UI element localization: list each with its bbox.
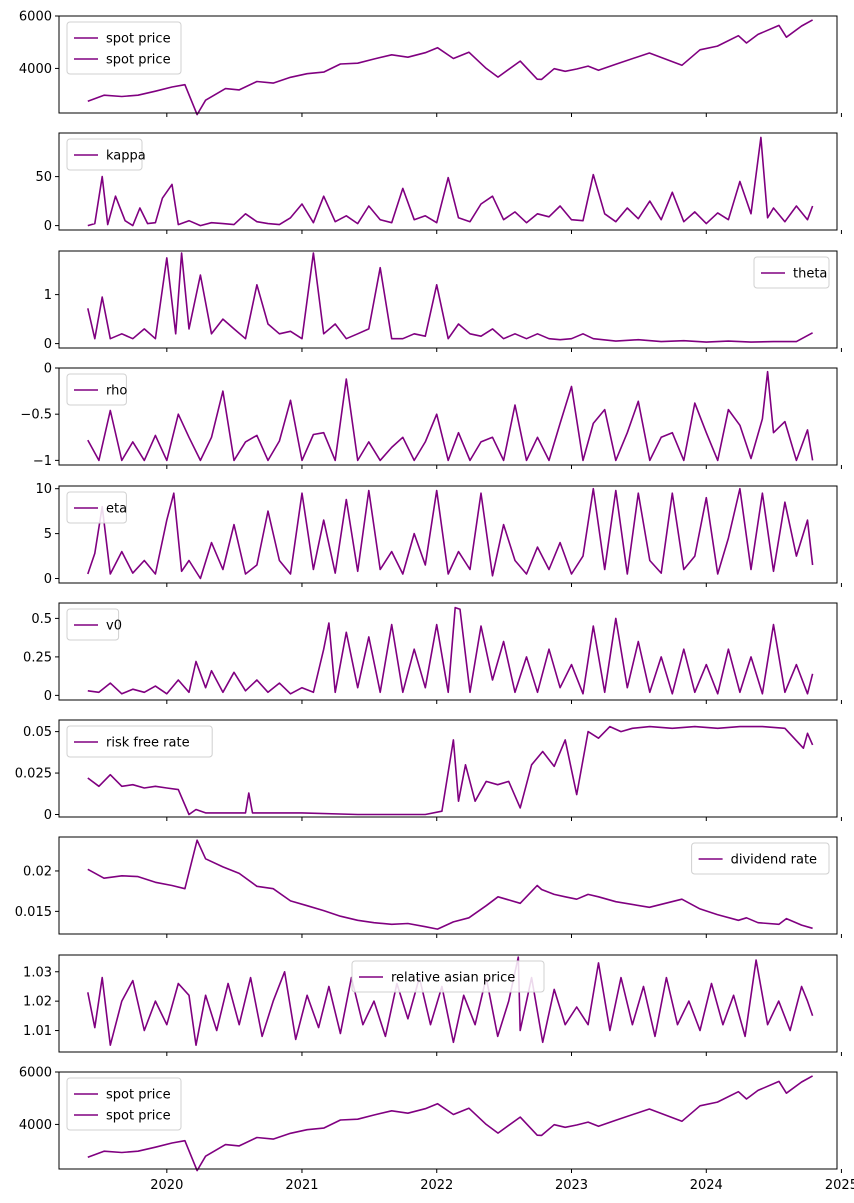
x-tick-label: 2024: [690, 1178, 723, 1193]
y-tick-label: 0: [44, 689, 52, 704]
series-line-theta: [87, 252, 813, 343]
panel-8: 0.015 0.02 dividend rate: [15, 836, 842, 938]
legend: eta: [66, 491, 127, 524]
legend-box: [691, 842, 830, 875]
y-tick-label: 0.025: [15, 767, 52, 782]
y-tick-label: 1.01: [23, 1024, 52, 1039]
y-tick-label: 0: [44, 337, 52, 352]
panel-5: 0 5 10 eta: [35, 482, 842, 587]
legend-box: [66, 725, 213, 758]
series-line-spot-price: [87, 19, 813, 116]
x-tick-label: 2022: [420, 1178, 453, 1193]
y-tick-label: 4000: [19, 62, 52, 77]
legend-label: spot price: [106, 53, 171, 68]
series-line-eta: [87, 487, 814, 580]
panel-4: −1 −0.5 0 rho: [20, 362, 842, 469]
series-line-dividend-rate: [87, 839, 813, 930]
legend: dividend rate: [691, 842, 830, 875]
y-tick-label: 0: [44, 808, 52, 823]
legend-label: rho: [106, 384, 127, 399]
legend-box: [351, 960, 545, 993]
y-tick-label: 50: [35, 170, 52, 185]
axes-frame: [58, 367, 838, 466]
panel-6: 0 0.25 0.5 v0: [23, 602, 842, 704]
y-tick-label: 1: [44, 288, 52, 303]
y-tick-label: 6000: [19, 10, 52, 25]
y-tick-label: −1: [33, 454, 52, 469]
series-line-relative-asian-price: [87, 956, 814, 1046]
axes-frame: [58, 132, 838, 231]
axes-frame: [58, 15, 838, 114]
legend-label: dividend rate: [731, 853, 817, 868]
legend: theta: [753, 256, 830, 289]
y-tick-label: 1.03: [23, 965, 52, 980]
y-tick-label: 6000: [19, 1066, 52, 1081]
axes-frame: [58, 485, 838, 584]
y-tick-label: 0: [44, 572, 52, 587]
legend-label: risk free rate: [106, 736, 190, 751]
series-line-risk-free-rate: [87, 725, 814, 816]
legend: spot price spot price: [66, 1077, 182, 1131]
x-tick-label: 2025: [825, 1178, 854, 1193]
legend-label: eta: [106, 502, 127, 517]
y-tick-label: 0.5: [31, 612, 52, 627]
y-tick-label: 4000: [19, 1118, 52, 1133]
y-tick-label: 0.02: [23, 864, 52, 879]
panel-9: 1.01 1.02 1.03 relative asian price: [23, 954, 842, 1056]
axes-frame: [58, 1071, 838, 1170]
legend: kappa: [66, 138, 146, 171]
axes-frame: [58, 602, 838, 701]
series-line-v0: [87, 606, 814, 695]
legend-box: [753, 256, 830, 289]
panel-1: 4000 6000 spot price spot price: [19, 10, 842, 117]
y-tick-label: 0.015: [15, 905, 52, 920]
series-line-rho: [87, 370, 814, 462]
legend-box: [66, 1077, 182, 1131]
panel-7: 0 0.025 0.05 risk free rate: [15, 719, 842, 823]
legend: v0: [66, 608, 122, 641]
y-tick-label: 0.25: [23, 650, 52, 665]
legend-box: [66, 21, 182, 75]
legend-label: relative asian price: [391, 971, 515, 986]
x-tick-label: 2020: [150, 1178, 183, 1193]
x-tick-label: 2023: [555, 1178, 588, 1193]
legend: rho: [66, 373, 127, 406]
x-tick-label: 2021: [285, 1178, 318, 1193]
legend: risk free rate: [66, 725, 213, 758]
legend-box: [66, 138, 143, 171]
axes-frame: [58, 250, 838, 349]
legend-label: spot price: [106, 1088, 171, 1103]
legend-label: v0: [106, 619, 122, 634]
y-tick-label: 1.02: [23, 995, 52, 1010]
panel-3: 0 1 theta: [44, 250, 842, 352]
y-tick-label: 0: [44, 362, 52, 377]
axes-frame: [58, 836, 838, 935]
legend: relative asian price: [351, 960, 545, 993]
legend-label: kappa: [106, 149, 146, 164]
y-tick-label: 10: [35, 482, 52, 497]
y-tick-label: 5: [44, 527, 52, 542]
panel-2: 0 50 kappa: [35, 132, 842, 234]
legend-label: spot price: [106, 1109, 171, 1124]
axes-frame: [58, 719, 838, 818]
legend-label: spot price: [106, 32, 171, 47]
panel-10: 4000 6000 spot price spot price: [19, 1066, 842, 1173]
y-tick-label: −0.5: [20, 408, 52, 423]
legend-label: theta: [793, 267, 827, 282]
axes-frame: [58, 954, 838, 1053]
series-line-spot-price: [87, 1075, 813, 1172]
legend: spot price spot price: [66, 21, 182, 75]
series-line-kappa: [87, 136, 814, 227]
y-tick-label: 0.05: [23, 725, 52, 740]
y-tick-label: 0: [44, 219, 52, 234]
